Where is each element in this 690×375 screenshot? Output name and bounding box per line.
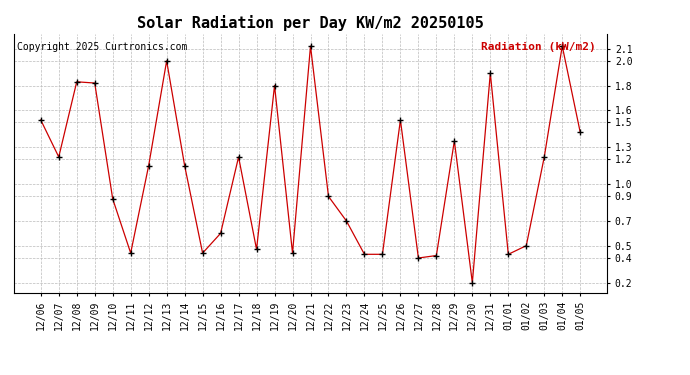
- Title: Solar Radiation per Day KW/m2 20250105: Solar Radiation per Day KW/m2 20250105: [137, 15, 484, 31]
- Text: Copyright 2025 Curtronics.com: Copyright 2025 Curtronics.com: [17, 42, 187, 51]
- Text: Radiation (kW/m2): Radiation (kW/m2): [480, 42, 595, 51]
